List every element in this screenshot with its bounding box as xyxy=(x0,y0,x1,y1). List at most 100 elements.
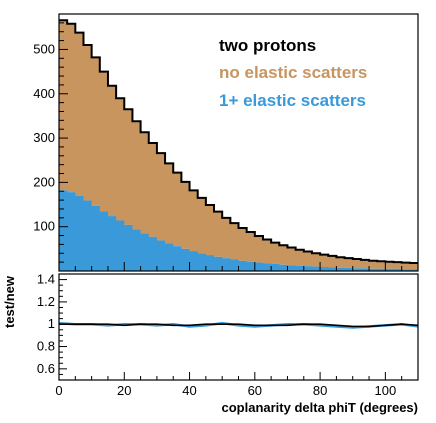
elastic-bar xyxy=(148,236,158,271)
no-elastic-bar xyxy=(409,263,419,270)
no-elastic-bar xyxy=(116,98,125,221)
x-tick-label: 100 xyxy=(375,383,397,398)
elastic-bar xyxy=(75,195,84,271)
elastic-bar xyxy=(328,267,337,271)
no-elastic-bar xyxy=(197,197,207,254)
no-elastic-bar xyxy=(262,239,272,264)
x-tick-label: 0 xyxy=(55,383,62,398)
elastic-bar xyxy=(377,268,386,271)
no-elastic-bar xyxy=(165,163,174,244)
no-elastic-bar xyxy=(352,259,362,269)
no-elastic-bar xyxy=(238,228,248,261)
elastic-bar xyxy=(197,253,207,271)
elastic-bar xyxy=(67,192,76,271)
no-elastic-bar xyxy=(189,190,199,252)
elastic-bar xyxy=(116,220,125,271)
ratio-y-tick-label: 0.8 xyxy=(37,339,55,354)
no-elastic-bar xyxy=(140,132,150,234)
no-elastic-bar xyxy=(156,153,166,241)
elastic-bar xyxy=(230,259,239,271)
ratio-y-tick-label: 1 xyxy=(48,316,55,331)
elastic-bar xyxy=(91,205,101,271)
elastic-bar xyxy=(401,269,411,271)
elastic-bar xyxy=(156,240,166,271)
elastic-bar xyxy=(262,263,272,271)
elastic-bar xyxy=(336,267,345,271)
no-elastic-bar xyxy=(230,223,239,260)
no-elastic-bar xyxy=(279,245,288,265)
legend-entry-no-elastic-scatters: no elastic scatters xyxy=(219,63,367,82)
no-elastic-bar xyxy=(393,262,403,269)
no-elastic-bar xyxy=(148,142,158,237)
bottom-y-ticks: 0.6 0.8 1 1.2 1.4 xyxy=(37,272,67,381)
elastic-bar xyxy=(99,211,109,271)
no-elastic-bar xyxy=(214,211,223,257)
y-tick-label: 200 xyxy=(33,174,55,189)
legend-entry-two-protons: two protons xyxy=(219,36,316,55)
top-y-ticks: 100 200 300 400 500 xyxy=(33,22,68,263)
elastic-bar xyxy=(254,262,264,271)
x-tick-label: 60 xyxy=(248,383,262,398)
elastic-bar xyxy=(222,258,231,271)
no-elastic-bar xyxy=(320,254,329,268)
ratio-y-tick-label: 0.6 xyxy=(37,361,55,376)
elastic-bar xyxy=(132,229,141,271)
no-elastic-bar xyxy=(385,261,394,269)
y-tick-label: 400 xyxy=(33,86,55,101)
elastic-bar xyxy=(295,265,305,271)
no-elastic-bar xyxy=(360,259,370,269)
no-elastic-bar xyxy=(271,242,280,264)
elastic-bar xyxy=(140,233,150,271)
no-elastic-bar xyxy=(99,71,109,212)
no-elastic-bar xyxy=(59,20,68,191)
y-tick-label: 100 xyxy=(33,219,55,234)
elastic-bar xyxy=(107,216,117,271)
top-panel: 100 200 300 400 500 two protons no elastic s… xyxy=(33,13,419,272)
x-tick-label: 80 xyxy=(313,383,327,398)
top-fills xyxy=(59,20,419,271)
no-elastic-bar xyxy=(222,217,231,259)
elastic-bar xyxy=(189,251,199,271)
no-elastic-bar xyxy=(173,172,182,247)
ratio-y-tick-label: 1.4 xyxy=(37,272,55,287)
no-elastic-bar xyxy=(67,23,76,193)
no-elastic-bar xyxy=(344,258,354,268)
elastic-bar xyxy=(271,263,280,271)
no-elastic-bar xyxy=(91,57,101,206)
no-elastic-bar xyxy=(254,235,264,263)
bottom-x-ticks: 0 20 40 60 80 100 xyxy=(55,262,403,398)
elastic-bar xyxy=(369,268,378,271)
no-elastic-bar xyxy=(287,247,297,266)
no-elastic-bar xyxy=(401,262,411,270)
elastic-bar xyxy=(287,265,297,271)
legend: two protons no elastic scatters 1+ elast… xyxy=(219,36,367,110)
legend-entry-elastic-scatters: 1+ elastic scatters xyxy=(219,91,366,110)
elastic-bar xyxy=(205,255,215,271)
y-tick-label: 300 xyxy=(33,130,55,145)
no-elastic-bar xyxy=(295,249,305,266)
y-axis-title: test/new xyxy=(2,275,17,328)
elastic-bar xyxy=(181,248,190,271)
ratio-y-tick-label: 1.2 xyxy=(37,294,55,309)
elastic-bar xyxy=(238,260,248,271)
elastic-bar xyxy=(124,224,133,271)
bottom-panel: 0.6 0.8 1 1.2 1.4 0 20 40 60 80 100 test/new copl… xyxy=(2,262,419,415)
ratio-line-black xyxy=(59,323,419,328)
two-protons-outline xyxy=(59,19,418,265)
no-elastic-bar xyxy=(107,85,117,217)
no-elastic-bar xyxy=(311,253,321,267)
x-tick-label: 40 xyxy=(182,383,196,398)
x-axis-title: coplanarity delta phiT (degrees) xyxy=(222,400,419,415)
no-elastic-bar xyxy=(132,121,141,230)
elastic-bar xyxy=(352,268,362,271)
no-elastic-bar xyxy=(369,260,378,269)
ratio-lines xyxy=(58,321,419,329)
y-tick-label: 500 xyxy=(33,41,55,56)
x-tick-label: 20 xyxy=(117,383,131,398)
elastic-bar xyxy=(173,246,182,271)
elastic-bar xyxy=(311,266,321,271)
elastic-bar xyxy=(360,268,370,271)
elastic-bar xyxy=(83,200,93,271)
no-elastic-bar xyxy=(83,45,93,201)
